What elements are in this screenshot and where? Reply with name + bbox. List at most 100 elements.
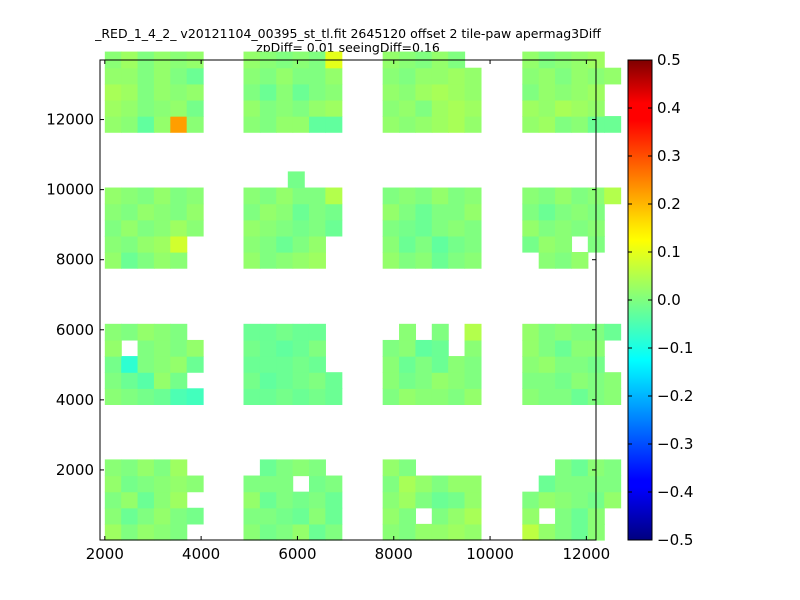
heatmap-cell bbox=[571, 475, 589, 493]
heatmap-cell bbox=[538, 235, 556, 253]
plot-area: 2000 4000 6000 8000 10000 12000 2000 4000 6000 8… bbox=[46, 51, 622, 563]
heatmap-cell bbox=[571, 187, 589, 205]
heatmap-cell bbox=[325, 83, 343, 101]
y-tick-label: 2000 bbox=[56, 461, 94, 479]
heatmap-cell bbox=[399, 67, 417, 85]
heatmap-cell bbox=[464, 67, 482, 85]
heatmap-cell bbox=[604, 372, 622, 389]
heatmap-cell bbox=[292, 116, 310, 133]
heatmap-cell bbox=[415, 252, 433, 269]
heatmap-cell bbox=[571, 459, 589, 477]
heatmap-cell bbox=[308, 356, 326, 373]
heatmap-cell bbox=[448, 491, 466, 509]
heatmap-cell bbox=[137, 235, 155, 253]
heatmap-cell bbox=[555, 388, 573, 406]
heatmap-cell bbox=[243, 116, 261, 133]
heatmap-cell bbox=[464, 203, 482, 221]
heatmap-cell bbox=[522, 99, 540, 117]
heatmap-cell bbox=[399, 491, 417, 509]
heatmap-cell bbox=[325, 67, 343, 85]
heatmap-cell bbox=[153, 339, 171, 357]
heatmap-cell bbox=[104, 99, 122, 117]
heatmap-cell bbox=[170, 323, 188, 341]
heatmap-cell bbox=[522, 491, 540, 509]
heatmap-cell bbox=[153, 187, 171, 205]
heatmap-cell bbox=[431, 235, 449, 253]
heatmap-cell bbox=[448, 523, 466, 541]
heatmap-cell bbox=[170, 372, 188, 389]
heatmap-cell bbox=[292, 372, 310, 389]
colorbar-tick-label: −0.2 bbox=[657, 387, 693, 405]
heatmap-cell bbox=[170, 219, 188, 237]
heatmap-cell bbox=[555, 187, 573, 205]
heatmap-cell bbox=[170, 99, 188, 117]
heatmap-cell bbox=[399, 99, 417, 117]
heatmap-cell bbox=[104, 339, 122, 357]
heatmap-cell bbox=[259, 219, 277, 237]
heatmap-cell bbox=[153, 83, 171, 101]
heatmap-cell bbox=[448, 507, 466, 525]
heatmap-cell bbox=[308, 252, 326, 269]
heatmap-cell bbox=[121, 459, 139, 477]
heatmap-cell bbox=[431, 99, 449, 117]
heatmap-cell bbox=[448, 187, 466, 205]
heatmap-cell bbox=[121, 388, 139, 406]
heatmap-cell bbox=[186, 507, 204, 525]
x-tick-label: 12000 bbox=[563, 545, 611, 563]
heatmap-cell bbox=[464, 252, 482, 269]
heatmap-cell bbox=[308, 459, 326, 477]
heatmap-cell bbox=[153, 491, 171, 509]
heatmap-cell bbox=[259, 67, 277, 85]
heatmap-cell bbox=[153, 372, 171, 389]
heatmap-cell bbox=[153, 203, 171, 221]
heatmap-cell bbox=[522, 203, 540, 221]
x-tick-label: 8000 bbox=[375, 545, 413, 563]
heatmap-cell bbox=[431, 491, 449, 509]
x-tick-label: 10000 bbox=[466, 545, 514, 563]
heatmap-cell bbox=[243, 356, 261, 373]
heatmap-cell bbox=[604, 116, 622, 133]
heatmap-cell bbox=[259, 83, 277, 101]
heatmap-cell bbox=[121, 323, 139, 341]
heatmap-cell bbox=[276, 507, 294, 525]
heatmap-cell bbox=[448, 235, 466, 253]
heatmap-cell bbox=[137, 523, 155, 541]
heatmap-cell bbox=[325, 507, 343, 525]
heatmap-cell bbox=[571, 491, 589, 509]
heatmap-cell bbox=[464, 219, 482, 237]
heatmap-cell bbox=[308, 388, 326, 406]
x-tick-label: 4000 bbox=[182, 545, 220, 563]
heatmap-cell bbox=[121, 356, 139, 373]
heatmap-cell bbox=[104, 323, 122, 341]
heatmap-cell bbox=[137, 99, 155, 117]
heatmap-cell bbox=[382, 235, 400, 253]
heatmap-cell bbox=[399, 523, 417, 541]
heatmap-cell bbox=[276, 187, 294, 205]
colorbar-tick-label: −0.3 bbox=[657, 435, 693, 453]
heatmap-cell bbox=[186, 99, 204, 117]
heatmap-cell bbox=[448, 356, 466, 373]
heatmap-cell bbox=[399, 83, 417, 101]
heatmap-cell bbox=[571, 323, 589, 341]
heatmap-cell bbox=[555, 219, 573, 237]
heatmap-cell bbox=[431, 475, 449, 493]
heatmap-cell bbox=[170, 339, 188, 357]
y-axis: 2000 4000 6000 8000 10000 12000 bbox=[46, 111, 596, 479]
heatmap-cell bbox=[308, 491, 326, 509]
chart-title: _RED_1_4_2_ v20121104_00395_st_tl.fit 26… bbox=[94, 26, 601, 41]
heatmap-cell bbox=[555, 83, 573, 101]
heatmap-cell bbox=[555, 116, 573, 133]
heatmap-cell bbox=[522, 339, 540, 357]
heatmap-cell bbox=[555, 356, 573, 373]
heatmap-cell bbox=[137, 187, 155, 205]
heatmap-cell bbox=[276, 356, 294, 373]
heatmap-cell bbox=[292, 187, 310, 205]
y-tick-label: 8000 bbox=[56, 251, 94, 269]
heatmap-cell bbox=[431, 372, 449, 389]
heatmap-cell bbox=[137, 475, 155, 493]
heatmap-cell bbox=[538, 219, 556, 237]
colorbar-tick-label: 0.5 bbox=[657, 51, 681, 69]
heatmap-cell bbox=[382, 116, 400, 133]
heatmap-cell bbox=[538, 388, 556, 406]
heatmap-cell bbox=[382, 388, 400, 406]
